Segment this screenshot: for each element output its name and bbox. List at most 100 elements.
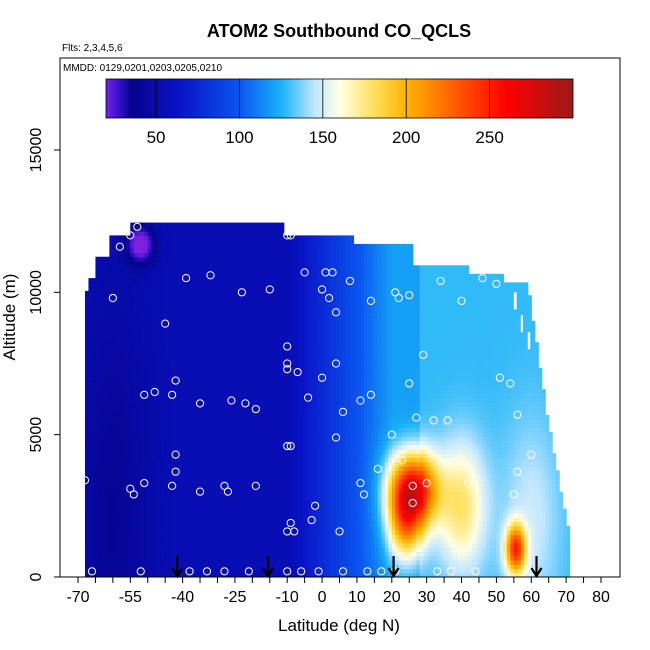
heatmap-cell bbox=[325, 474, 330, 480]
heatmap-cell bbox=[517, 555, 522, 561]
heatmap-cell bbox=[465, 495, 470, 501]
heatmap-cell bbox=[499, 436, 504, 441]
heatmap-cell bbox=[255, 495, 260, 501]
heatmap-cell bbox=[524, 453, 529, 459]
heatmap-cell bbox=[489, 423, 494, 429]
heatmap-cell bbox=[315, 517, 320, 523]
heatmap-cell bbox=[102, 500, 107, 506]
heatmap-cell bbox=[137, 444, 142, 450]
heatmap-cell bbox=[123, 551, 128, 557]
heatmap-cell bbox=[273, 487, 278, 493]
heatmap-cell bbox=[224, 465, 229, 471]
heatmap-cell bbox=[510, 555, 515, 561]
heatmap-cell bbox=[465, 483, 470, 488]
heatmap-cell bbox=[193, 517, 198, 523]
heatmap-cell bbox=[283, 465, 288, 471]
heatmap-cell bbox=[144, 517, 149, 523]
heatmap-cell bbox=[377, 508, 382, 514]
heatmap-cell bbox=[412, 448, 417, 454]
heatmap-cell bbox=[489, 542, 494, 548]
heatmap-cell bbox=[301, 547, 306, 552]
heatmap-cell bbox=[311, 547, 316, 552]
heatmap-cell bbox=[510, 448, 515, 454]
heatmap-cell bbox=[409, 457, 414, 463]
heatmap-cell bbox=[545, 487, 550, 493]
heatmap-cell bbox=[510, 427, 515, 433]
heatmap-cell bbox=[367, 483, 372, 488]
heatmap-cell bbox=[489, 508, 494, 514]
heatmap-cell bbox=[339, 487, 344, 493]
heatmap-cell bbox=[255, 436, 260, 441]
heatmap-cell bbox=[217, 487, 222, 493]
heatmap-cell bbox=[123, 474, 128, 480]
heatmap-cell bbox=[88, 495, 93, 501]
heatmap-cell bbox=[84, 508, 90, 514]
heatmap-cell bbox=[548, 564, 553, 570]
heatmap-cell bbox=[360, 538, 365, 544]
heatmap-cell bbox=[402, 521, 407, 527]
heatmap-cell bbox=[105, 495, 110, 501]
heatmap-cell bbox=[440, 542, 445, 548]
heatmap-cell bbox=[388, 512, 393, 518]
heatmap-cell bbox=[116, 431, 121, 437]
heatmap-cell bbox=[154, 474, 159, 480]
heatmap-cell bbox=[534, 483, 539, 488]
heatmap-cell bbox=[503, 453, 508, 459]
heatmap-cell bbox=[231, 457, 236, 463]
heatmap-cell bbox=[485, 491, 491, 497]
heatmap-cell bbox=[98, 512, 104, 518]
heatmap-cell bbox=[391, 478, 396, 484]
heatmap-cell bbox=[370, 538, 375, 544]
heatmap-cell bbox=[234, 431, 239, 437]
heatmap-cell bbox=[213, 530, 219, 535]
heatmap-cell bbox=[489, 547, 494, 552]
heatmap-cell bbox=[273, 508, 278, 514]
heatmap-cell bbox=[144, 555, 149, 561]
heatmap-cell bbox=[482, 500, 487, 506]
heatmap-cell bbox=[384, 436, 389, 441]
heatmap-cell bbox=[255, 534, 260, 540]
heatmap-cell bbox=[506, 427, 511, 433]
heatmap-cell bbox=[329, 423, 334, 429]
heatmap-cell bbox=[102, 465, 107, 471]
heatmap-cell bbox=[231, 431, 236, 437]
heatmap-cell bbox=[144, 504, 149, 510]
heatmap-cell bbox=[165, 568, 170, 574]
heatmap-cell bbox=[478, 534, 484, 540]
heatmap-cell bbox=[513, 436, 518, 441]
heatmap-cell bbox=[465, 530, 470, 535]
heatmap-cell bbox=[130, 457, 135, 463]
heatmap-cell bbox=[458, 542, 463, 548]
heatmap-cell bbox=[88, 470, 93, 476]
heatmap-cell bbox=[304, 444, 309, 450]
heatmap-cell bbox=[517, 427, 522, 433]
heatmap-cell bbox=[384, 521, 389, 527]
heatmap-cell bbox=[95, 559, 100, 565]
heatmap-cell bbox=[259, 483, 264, 488]
heatmap-cell bbox=[356, 453, 362, 459]
heatmap-cell bbox=[322, 517, 327, 523]
heatmap-cell bbox=[489, 555, 494, 561]
heatmap-cell bbox=[276, 478, 281, 484]
heatmap-cell bbox=[562, 521, 567, 527]
heatmap-cell bbox=[193, 495, 198, 501]
heatmap-cell bbox=[541, 470, 546, 476]
heatmap-cell bbox=[349, 470, 355, 476]
heatmap-cell bbox=[559, 551, 564, 557]
heatmap-cell bbox=[555, 572, 560, 577]
heatmap-cell bbox=[203, 427, 208, 433]
heatmap-cell bbox=[342, 427, 348, 433]
heatmap-cell bbox=[499, 551, 504, 557]
heatmap-cell bbox=[140, 542, 145, 548]
heatmap-cell bbox=[112, 470, 117, 476]
heatmap-cell bbox=[426, 572, 431, 577]
heatmap-cell bbox=[182, 559, 187, 565]
heatmap-cell bbox=[451, 551, 456, 557]
heatmap-cell bbox=[485, 525, 491, 531]
heatmap-cell bbox=[224, 525, 229, 531]
heatmap-cell bbox=[311, 453, 316, 459]
heatmap-cell bbox=[297, 521, 302, 527]
heatmap-cell bbox=[189, 508, 194, 514]
heatmap-cell bbox=[207, 436, 212, 441]
heatmap-cell bbox=[119, 448, 124, 454]
